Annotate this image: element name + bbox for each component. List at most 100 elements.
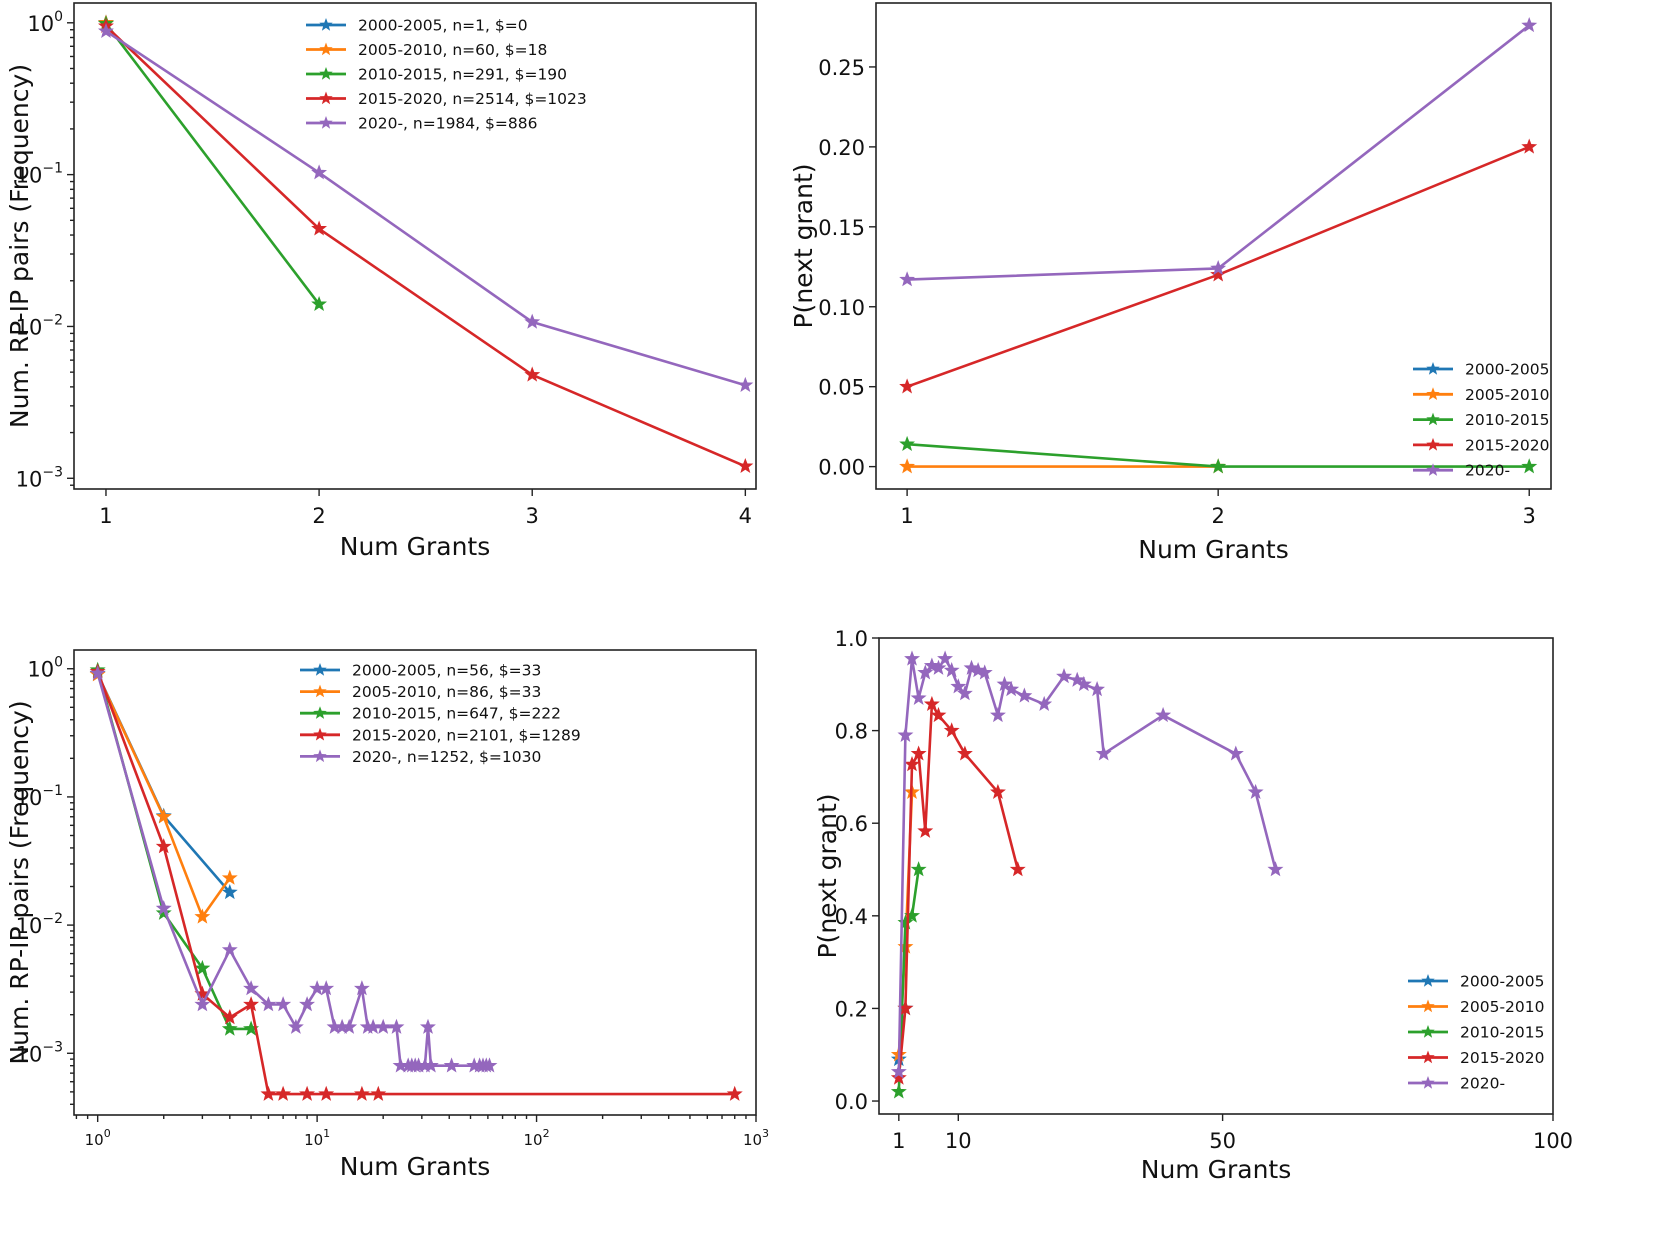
data-point-2020- [1227, 745, 1244, 761]
data-point-2010-2015 [194, 959, 211, 976]
legend-item: 2015-2020, n=2514, $=1023 [306, 90, 587, 108]
data-point-2015-2020 [353, 1085, 370, 1101]
x-tick-label-base: 10 [524, 1131, 543, 1149]
y-tick-label-base: 10 [27, 12, 54, 36]
data-point-2020- [897, 726, 914, 742]
legend-swatch-star [319, 18, 333, 31]
data-point-2015-2020 [726, 1085, 743, 1101]
data-point-2020- [318, 980, 335, 996]
legend: 2000-2005 2005-2010 2010-2015 2015-2020 2020… [1413, 361, 1550, 480]
y-tick-label: 10−1 [16, 161, 63, 188]
data-point-2020- [937, 650, 954, 666]
data-point-2020- [1095, 745, 1112, 761]
series-line-2005-2010 [96, 674, 231, 919]
data-point-2020- [950, 678, 967, 694]
legend-swatch-star [1426, 387, 1440, 400]
x-tick-label-base: 10 [304, 1131, 323, 1149]
legend-item: 2020-, n=1984, $=886 [306, 115, 537, 133]
data-point-2020- [943, 662, 960, 678]
data-point-2020- [1003, 681, 1020, 697]
data-point-2020- [375, 1018, 392, 1034]
y-tick-label: 10−1 [16, 783, 63, 810]
data-point-2015-2020 [899, 378, 915, 394]
data-point-2020- [1089, 681, 1105, 697]
legend-label: 2020-, n=1984, $=886 [358, 115, 537, 133]
x-tick-label: 10 [945, 1129, 972, 1153]
x-tick-label: 1 [900, 504, 913, 528]
x-tick-label: 100 [85, 1127, 111, 1149]
legend-label: 2020- [1465, 462, 1510, 480]
series-2000-2005 [89, 665, 238, 900]
data-point-2015-2020 [956, 745, 973, 761]
y-tick-label-base: 10 [16, 467, 43, 491]
axes-frame [73, 2, 757, 490]
data-point-2020- [481, 1057, 498, 1073]
data-point-2020- [899, 271, 916, 287]
series-2015-2020 [97, 17, 754, 473]
legend-swatch-star [1426, 437, 1440, 451]
data-point-2020- [1075, 675, 1092, 692]
y-tick-label: 0.8 [835, 720, 868, 744]
legend-label: 2005-2010 [1460, 998, 1545, 1016]
data-point-2020- [287, 1018, 304, 1034]
data-point-2020- [930, 659, 947, 675]
data-point-2020- [910, 689, 927, 706]
x-axis-title: Num Grants [340, 532, 491, 561]
axes-frame [73, 649, 757, 1116]
y-tick-label-exponent: −3 [42, 464, 63, 480]
data-point-2020- [1016, 687, 1033, 703]
legend-swatch-star [319, 42, 333, 56]
data-point-2015-2020 [1521, 138, 1538, 154]
series-2005-2010 [899, 458, 1227, 474]
legend-item: 2020- [1408, 1075, 1505, 1093]
legend: 2000-2005, n=56, $=33 2005-2010, n=86, $=… [300, 662, 581, 766]
legend-item: 2020- [1413, 462, 1510, 480]
legend-item: 2015-2020 [1408, 1049, 1545, 1067]
data-point-2015-2020 [943, 722, 960, 738]
data-point-2015-2020 [299, 1085, 316, 1101]
data-point-2020- [275, 996, 292, 1012]
legend-swatch-star [313, 706, 327, 719]
legend-swatch-star [319, 67, 333, 80]
data-point-2015-2020 [1009, 861, 1026, 877]
legend-label: 2010-2015 [1465, 411, 1550, 429]
legend-item: 2015-2020 [1413, 436, 1550, 454]
legend-item: 2005-2010, n=86, $=33 [300, 683, 541, 701]
y-tick-label-base: 10 [16, 786, 43, 810]
data-point-2015-2020 [910, 745, 927, 761]
legend-label: 2000-2005, n=1, $=0 [358, 17, 528, 35]
x-axis-title: Num Grants [1141, 1155, 1292, 1184]
data-point-2015-2020 [990, 783, 1006, 800]
legend-label: 2015-2020 [1460, 1049, 1545, 1067]
data-point-2020- [422, 1057, 439, 1073]
legend-item: 2000-2005, n=56, $=33 [300, 662, 541, 680]
series-2020- [890, 650, 1284, 1079]
y-tick-label-base: 10 [16, 1042, 43, 1066]
data-point-2005-2010 [155, 808, 172, 824]
legend-label: 2005-2010, n=86, $=33 [352, 683, 541, 701]
series-2020- [899, 17, 1538, 287]
data-point-2000-2005 [221, 884, 238, 900]
data-point-2020- [1069, 671, 1086, 687]
series-line-2000-2005 [96, 673, 231, 894]
y-tick-label: 0.6 [835, 812, 868, 836]
data-point-2010-2015 [1521, 458, 1538, 474]
legend-label: 2015-2020, n=2514, $=1023 [358, 90, 587, 108]
data-point-2005-2010 [899, 458, 916, 474]
data-point-2010-2015 [221, 1020, 238, 1036]
x-tick-label: 101 [304, 1127, 330, 1149]
data-point-2020- [976, 664, 993, 680]
data-point-2020- [1056, 668, 1073, 684]
x-tick-label-exponent: 2 [543, 1127, 550, 1140]
x-tick-label: 3 [1523, 504, 1536, 528]
data-point-2010-2015 [311, 295, 328, 311]
x-tick-label: 1 [892, 1129, 905, 1153]
data-point-2020- [917, 664, 934, 680]
x-tick-label: 1 [99, 504, 112, 528]
legend-label: 2000-2005 [1465, 361, 1550, 379]
data-point-2015-2020 [275, 1085, 292, 1101]
y-tick-label: 100 [27, 9, 63, 36]
y-tick-label: 100 [27, 655, 63, 682]
data-point-2020- [443, 1057, 460, 1073]
x-tick-label: 3 [526, 504, 539, 528]
